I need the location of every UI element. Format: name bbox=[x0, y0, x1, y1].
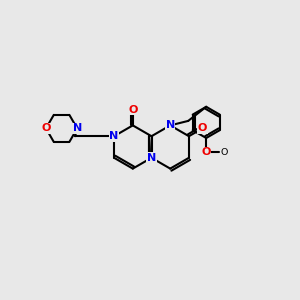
Text: N: N bbox=[166, 120, 175, 130]
Text: N: N bbox=[147, 153, 156, 163]
Text: O: O bbox=[220, 148, 228, 157]
Text: N: N bbox=[73, 123, 82, 134]
Text: O: O bbox=[41, 123, 51, 134]
Text: O: O bbox=[128, 105, 137, 115]
Text: O: O bbox=[202, 147, 211, 158]
Text: O: O bbox=[198, 123, 207, 134]
Text: N: N bbox=[110, 131, 119, 141]
